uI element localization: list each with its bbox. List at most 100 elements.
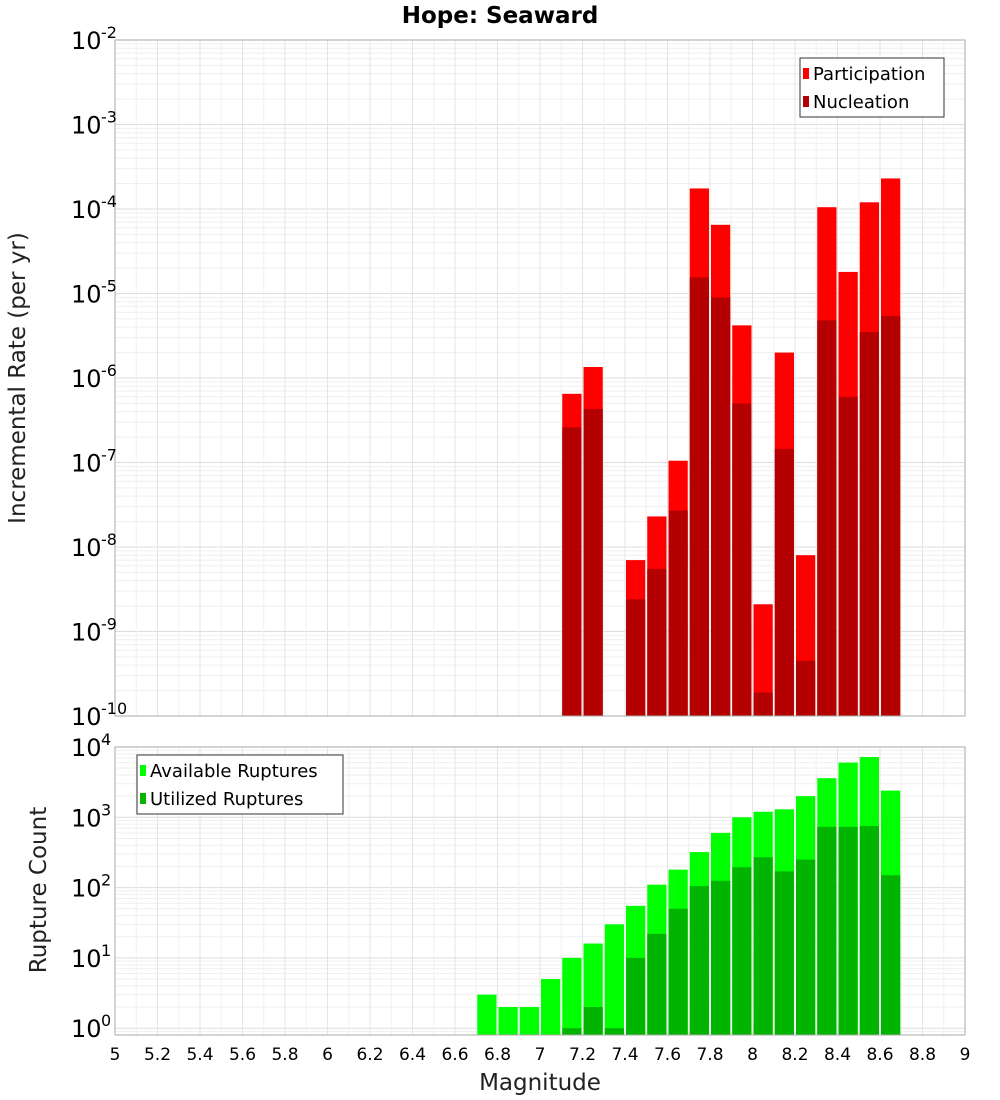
- count-ytick-label: 10: [71, 734, 102, 762]
- rate-legend-swatch: [803, 68, 809, 79]
- x-tick-label: 5: [110, 1045, 121, 1065]
- count-inner-bar: [753, 857, 773, 1035]
- count-legend: Available Ruptures Utilized Ruptures: [136, 754, 344, 815]
- rate-ytick-label: 10: [71, 450, 102, 478]
- rate-ytick-label: 10: [71, 196, 102, 224]
- rate-ytick-label: 10: [71, 281, 102, 309]
- count-inner-bar: [583, 1007, 603, 1035]
- count-outer-bar: [562, 957, 582, 1035]
- rate-ytick-exponent: -2: [101, 23, 117, 42]
- x-tick-label: 7.6: [654, 1045, 681, 1065]
- rate-legend: Participation Nucleation: [799, 57, 945, 118]
- x-tick-label: 8.4: [824, 1045, 851, 1065]
- count-ytick-exponent: 2: [101, 871, 111, 890]
- rate-inner-bar: [817, 320, 837, 716]
- x-tick-label: 7.4: [611, 1045, 638, 1065]
- rate-ytick-exponent: -3: [101, 108, 117, 127]
- count-outer-bar: [604, 924, 624, 1035]
- count-inner-bar: [647, 933, 667, 1035]
- count-inner-bar: [562, 1028, 582, 1035]
- rate-plot-frame: [114, 39, 966, 717]
- count-outer-bar: [541, 979, 561, 1035]
- count-ytick-label: 10: [71, 804, 102, 832]
- count-legend-box: [136, 754, 344, 815]
- rate-inner-bar: [796, 660, 816, 716]
- magnitude-axis-label: Magnitude: [479, 1070, 601, 1096]
- rate-inner-bar: [689, 277, 709, 716]
- count-inner-bar: [689, 886, 709, 1035]
- rate-ytick-label: 10: [71, 534, 102, 562]
- rate-legend-label: Nucleation: [813, 92, 909, 113]
- x-tick-label: 9: [960, 1045, 971, 1065]
- rate-axis-label: Incremental Rate (per yr): [5, 232, 31, 524]
- x-tick-label: 7.2: [569, 1045, 596, 1065]
- count-ytick-label: 10: [71, 1015, 102, 1043]
- count-inner-bar: [604, 1028, 624, 1035]
- count-inner-bar: [859, 826, 879, 1035]
- rate-outer-bar: [753, 604, 773, 716]
- x-tick-label: 6.8: [484, 1045, 511, 1065]
- rate-inner-bar: [668, 510, 688, 716]
- x-tick-label: 5.6: [229, 1045, 256, 1065]
- rate-legend-box: [799, 57, 945, 118]
- rate-legend-label: Participation: [813, 64, 925, 85]
- rate-inner-bar: [838, 396, 858, 716]
- rate-inner-bar: [732, 403, 752, 716]
- chart-title: Hope: Seaward: [402, 3, 599, 29]
- rate-inner-bar: [583, 408, 603, 716]
- count-ytick-exponent: 0: [101, 1011, 111, 1030]
- count-inner-bar: [796, 859, 816, 1035]
- rate-ytick-exponent: -6: [101, 361, 117, 380]
- count-inner-bar: [838, 826, 858, 1035]
- count-inner-bar: [774, 871, 794, 1035]
- count-outer-bar: [519, 1007, 539, 1035]
- count-inner-bar: [668, 908, 688, 1035]
- x-tick-label: 6.2: [356, 1045, 383, 1065]
- count-ytick-exponent: 3: [101, 800, 111, 819]
- rate-ytick-label: 10: [71, 619, 102, 647]
- count-ytick-label: 10: [71, 945, 102, 973]
- count-inner-bar: [732, 867, 752, 1035]
- rate-inner-bar: [647, 568, 667, 716]
- count-ytick-exponent: 1: [101, 941, 111, 960]
- x-tick-label: 6.4: [399, 1045, 426, 1065]
- x-tick-label: 5.2: [144, 1045, 171, 1065]
- count-legend-label: Utilized Ruptures: [150, 789, 303, 810]
- rate-ytick-exponent: -10: [101, 699, 127, 718]
- rate-ytick-label: 10: [71, 703, 102, 731]
- rate-inner-bar: [626, 599, 646, 716]
- rate-ytick-label: 10: [71, 27, 102, 55]
- rate-inner-bar: [774, 448, 794, 716]
- count-plot-frame: [114, 746, 966, 1036]
- rate-ytick-exponent: -9: [101, 615, 117, 634]
- x-tick-label: 7: [535, 1045, 546, 1065]
- rate-inner-bar: [881, 316, 901, 716]
- count-outer-bar: [477, 994, 497, 1035]
- x-tick-label: 8.6: [866, 1045, 893, 1065]
- rate-inner-bar: [711, 297, 731, 716]
- x-tick-label: 6: [322, 1045, 333, 1065]
- x-tick-label: 8: [747, 1045, 758, 1065]
- rate-ytick-exponent: -8: [101, 530, 117, 549]
- x-tick-label: 5.4: [186, 1045, 213, 1065]
- count-ytick-label: 10: [71, 875, 102, 903]
- x-tick-label: 8.2: [781, 1045, 808, 1065]
- count-legend-swatch: [140, 793, 146, 804]
- count-axis-label: Rupture Count: [26, 807, 52, 973]
- rate-ytick-exponent: -7: [101, 446, 117, 465]
- rate-inner-bar: [859, 332, 879, 716]
- rate-gridlines: [114, 40, 966, 717]
- x-tick-label: 5.8: [271, 1045, 298, 1065]
- count-inner-bar: [626, 957, 646, 1035]
- rate-inner-bar: [753, 692, 773, 716]
- rate-ytick-exponent: -5: [101, 277, 117, 296]
- rate-inner-bar: [562, 427, 582, 716]
- x-tick-label: 6.6: [441, 1045, 468, 1065]
- x-tick-label: 7.8: [696, 1045, 723, 1065]
- count-inner-bar: [881, 875, 901, 1035]
- count-inner-bar: [817, 826, 837, 1035]
- count-legend-swatch: [140, 765, 146, 776]
- count-ytick-exponent: 4: [101, 730, 111, 749]
- count-legend-label: Available Ruptures: [150, 761, 318, 782]
- rate-ytick-label: 10: [71, 112, 102, 140]
